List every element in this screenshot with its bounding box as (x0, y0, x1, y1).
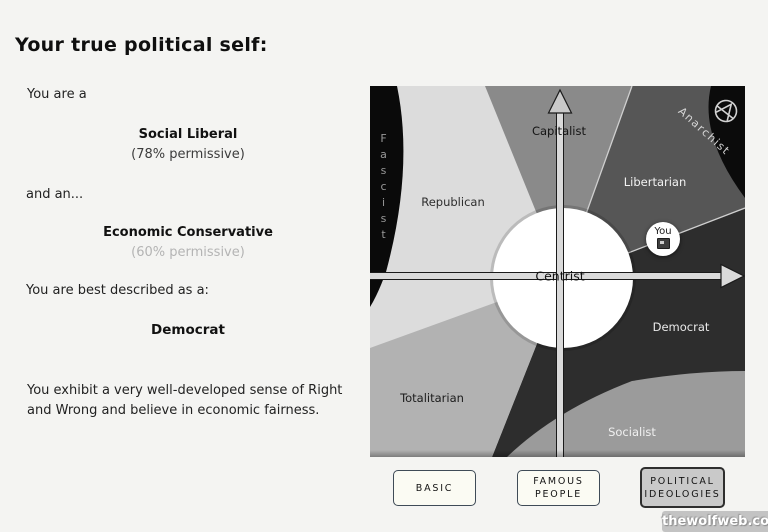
famous-people-button-label-line1: FAMOUS (533, 476, 584, 487)
political-ideologies-button-label-line2: IDEOLOGIES (644, 488, 721, 500)
republican-label: Republican (421, 195, 485, 209)
best-described-text: You are best described as a: (26, 283, 209, 298)
basic-button-label: BASIC (415, 482, 454, 494)
socialist-label: Socialist (608, 425, 656, 439)
overall-result: Democrat (151, 322, 225, 338)
basic-button[interactable]: BASIC (393, 470, 476, 506)
up-arrow-icon (547, 88, 573, 114)
centrist-label: Centrist (535, 268, 585, 284)
watermark: thewolfweb.com (662, 511, 768, 532)
result-intro-text: You are a (27, 87, 87, 102)
region-socialist (507, 371, 745, 457)
compass-regions (370, 86, 745, 457)
region-fascist (370, 86, 404, 307)
page-title: Your true political self: (15, 34, 268, 56)
right-arrow-icon (720, 263, 745, 289)
you-marker-icon (656, 238, 670, 249)
axis-horizontal (370, 272, 721, 280)
famous-people-button-label-line2: PEOPLE (534, 489, 583, 500)
economic-axis-detail: (60% permissive) (131, 245, 245, 260)
result-description: You exhibit a very well-developed sense … (27, 383, 343, 418)
conjunction-text: and an... (26, 187, 84, 202)
political-ideologies-button-label-line1: POLITICAL (650, 475, 715, 487)
libertarian-label: Libertarian (623, 175, 687, 189)
famous-people-button[interactable]: FAMOUS PEOPLE (517, 470, 600, 506)
capitalist-label: Capitalist (531, 124, 587, 138)
fascist-label: Fascist (377, 132, 390, 244)
totalitarian-label: Totalitarian (400, 391, 464, 405)
economic-axis-result: Economic Conservative (103, 225, 273, 240)
axis-vertical (556, 111, 564, 457)
democrat-label: Democrat (652, 320, 710, 334)
you-marker: You (646, 222, 680, 256)
anarchy-symbol-icon (714, 99, 738, 123)
you-marker-label: You (654, 226, 672, 237)
social-axis-detail: (78% permissive) (131, 147, 245, 162)
chart-bottom-shadow (370, 450, 745, 457)
political-ideologies-button[interactable]: POLITICAL IDEOLOGIES (640, 467, 725, 508)
social-axis-result: Social Liberal (138, 127, 238, 142)
political-compass-chart: Capitalist Republican Libertarian Democr… (370, 86, 745, 457)
